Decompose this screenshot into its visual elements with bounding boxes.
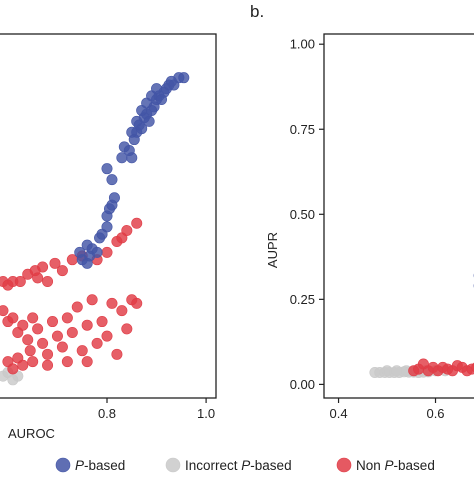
point-non-p-based (97, 316, 107, 326)
panel-a-x-axis-label: AUROC (8, 426, 55, 441)
point-non-p-based (132, 298, 142, 308)
point-non-p-based (82, 356, 92, 366)
point-non-p-based (82, 320, 92, 330)
point-non-p-based (32, 273, 42, 283)
point-incorrect-p-based (382, 366, 392, 376)
legend-marker (56, 458, 70, 472)
point-non-p-based (37, 262, 47, 272)
legend-marker (166, 458, 180, 472)
legend-label: Incorrect P-based (185, 458, 292, 473)
point-non-p-based (37, 338, 47, 348)
point-p-based (132, 116, 142, 126)
panel-a-x-tick-label: 0.8 (98, 406, 116, 421)
panel-a-x-tick-label: 1.0 (197, 406, 215, 421)
panel-b-y-tick-label: 0.75 (290, 122, 315, 137)
point-non-p-based (117, 305, 127, 315)
panel-b-y-tick-label: 0.25 (290, 292, 315, 307)
point-p-based (109, 193, 119, 203)
point-non-p-based (18, 360, 28, 370)
point-non-p-based (25, 345, 35, 355)
panel-a-x-ticks: 0.8 1.0 (98, 398, 215, 421)
point-non-p-based (32, 324, 42, 334)
panel-a: 0.8 1.0 AUROC (0, 34, 216, 441)
point-non-p-based (8, 313, 18, 323)
point-non-p-based (62, 356, 72, 366)
point-non-p-based (122, 225, 132, 235)
point-non-p-based (23, 335, 33, 345)
panel-b-y-ticks: 0.00 0.25 0.50 0.75 1.00 (290, 37, 324, 392)
panel-b-x-tick-label: 0.6 (426, 406, 444, 421)
panel-a-points (0, 72, 189, 385)
point-non-p-based (42, 360, 52, 370)
panel-b: b. 0.00 0.25 0.50 0.75 1.00 0.4 0.6 AUPR (250, 2, 474, 421)
point-non-p-based (102, 247, 112, 257)
point-non-p-based (0, 305, 8, 315)
point-non-p-based (77, 345, 87, 355)
legend-label: Non P-based (356, 458, 435, 473)
point-p-based (107, 174, 117, 184)
point-p-based (144, 116, 154, 126)
point-non-p-based (102, 331, 112, 341)
point-non-p-based (57, 342, 67, 352)
point-non-p-based (57, 265, 67, 275)
point-non-p-based (27, 313, 37, 323)
point-non-p-based (112, 349, 122, 359)
point-non-p-based (107, 298, 117, 308)
legend: P-based Incorrect P-based Non P-based (56, 458, 435, 473)
panel-b-frame (324, 34, 474, 398)
legend-label: P-based (75, 458, 125, 473)
legend-item: Non P-based (337, 458, 435, 473)
panel-b-points (370, 260, 474, 378)
point-non-p-based (27, 356, 37, 366)
point-non-p-based (62, 313, 72, 323)
point-non-p-based (87, 295, 97, 305)
point-p-based (92, 247, 102, 257)
point-non-p-based (47, 316, 57, 326)
panel-b-x-ticks: 0.4 0.6 (330, 398, 445, 421)
point-non-p-based (122, 324, 132, 334)
panel-b-y-axis-label: AUPR (265, 232, 280, 268)
point-non-p-based (67, 327, 77, 337)
point-p-based (127, 153, 137, 163)
legend-item: P-based (56, 458, 125, 473)
point-p-based (102, 222, 112, 232)
point-non-p-based (42, 349, 52, 359)
panel-b-y-tick-label: 0.00 (290, 377, 315, 392)
point-p-based (151, 83, 161, 93)
point-p-based (179, 72, 189, 82)
panel-b-y-tick-label: 1.00 (290, 37, 315, 52)
point-p-based (102, 163, 112, 173)
panel-b-x-tick-label: 0.4 (330, 406, 348, 421)
point-non-p-based (72, 302, 82, 312)
point-p-based (127, 127, 137, 137)
panel-b-label: b. (250, 2, 264, 21)
point-non-p-based (92, 338, 102, 348)
point-non-p-based (8, 364, 18, 374)
point-non-p-based (132, 218, 142, 228)
legend-item: Incorrect P-based (166, 458, 292, 473)
point-non-p-based (52, 331, 62, 341)
point-incorrect-p-based (392, 366, 402, 376)
point-non-p-based (18, 320, 28, 330)
legend-marker (337, 458, 351, 472)
point-non-p-based (42, 276, 52, 286)
panel-b-y-tick-label: 0.50 (290, 207, 315, 222)
